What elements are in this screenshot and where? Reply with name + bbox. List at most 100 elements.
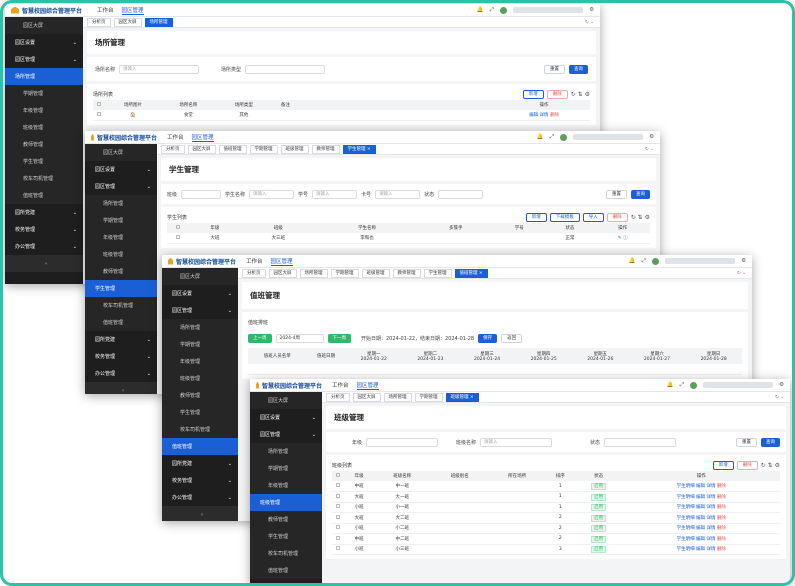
op-link[interactable]: 学生明细 [676,505,695,511]
bell-icon[interactable]: 🔔 [628,258,636,264]
add-button[interactable]: 新增 [712,460,734,470]
op-link[interactable]: 删除 [716,494,726,500]
refresh-icon[interactable]: ↻ ⌄ [645,146,654,152]
sidebar-item[interactable]: 班级管理 [250,494,322,511]
gear-icon[interactable]: ⚙ [741,258,746,264]
sidebar-item[interactable]: 教师管理 [162,387,238,404]
tab[interactable]: 学生管理 [423,268,452,278]
checkbox[interactable] [336,525,341,530]
sidebar-item[interactable]: « [5,255,83,272]
tab[interactable]: 值班管理 × [454,268,488,278]
sidebar-item[interactable]: 班级管理 [5,119,83,136]
bell-icon[interactable]: 🔔 [476,7,484,13]
tab[interactable]: 园区大屏 [268,268,297,278]
status-select[interactable] [604,437,677,447]
sidebar-item[interactable]: 校务管理 ⌄ [85,348,157,365]
tab[interactable]: 园区大屏 [187,144,216,154]
sidebar-item[interactable]: 场所管理 [250,443,322,460]
tab[interactable]: 班级管理 × [445,392,479,402]
grade-select[interactable] [366,437,439,447]
op-link[interactable]: 详情 [706,536,716,542]
checkbox[interactable] [336,546,341,551]
class-select[interactable] [181,189,222,199]
sidebar-item[interactable]: 园区大屏 [162,268,238,285]
avatar[interactable] [652,257,660,265]
op-link[interactable]: 删除 [716,484,726,489]
sidebar-item[interactable]: 校车司机管理 [85,297,157,314]
app-logo[interactable]: 智慧校园综合管理平台 [162,257,236,266]
refresh-icon[interactable]: ↻ ⌄ [585,19,594,25]
query-button[interactable]: 查询 [631,189,650,199]
op-link[interactable]: 编辑 [696,536,706,542]
table-cell[interactable] [628,364,686,375]
sidebar-item[interactable]: 办公管理 ⌄ [162,489,238,506]
op-link[interactable]: 学生明细 [676,515,695,521]
op-link[interactable]: 删除 [716,515,726,521]
avatar[interactable] [500,6,508,14]
sidebar-item[interactable]: 学期管理 [85,212,157,229]
op-link[interactable]: 详情 [706,484,716,489]
reset-button[interactable]: 重置 [544,64,565,74]
tab[interactable]: 教师管理 [311,144,340,154]
fullscreen-icon[interactable]: ⤢ [679,381,685,388]
tab[interactable]: 分析页 [326,392,350,402]
status-select[interactable] [438,189,484,199]
tab[interactable]: 学期管理 [414,392,443,402]
delete-button[interactable]: 删除 [546,89,568,99]
op-link[interactable]: 学生明细 [676,536,695,542]
sidebar-item[interactable]: 场所管理 [162,319,238,336]
tab[interactable]: 教师管理 [392,268,421,278]
op-link[interactable]: 详情 [706,515,716,521]
query-button[interactable]: 查询 [761,437,780,447]
sidebar-item[interactable]: 校务管理 ⌄ [5,221,83,238]
download-template-button[interactable]: 下载模板 [549,212,580,222]
gear-icon[interactable]: ⚙ [589,7,594,13]
sidebar-item[interactable]: 学期管理 [162,336,238,353]
op-link[interactable]: 删除 [716,536,726,542]
sidebar-item[interactable]: 校车司机管理 [162,421,238,438]
sidebar-item[interactable]: 年级管理 [162,353,238,370]
sidebar-item[interactable]: 园区设置 ⌄ [5,34,83,51]
refresh-icon[interactable]: ↻ ⇅ ⚙ [760,461,780,469]
nav-workbench[interactable]: 工作台 [332,383,349,389]
tab-analysis[interactable]: 分析页 [87,17,111,27]
sidebar-item[interactable]: 值班管理 [250,562,322,579]
sidebar-item[interactable]: 年级管理 [5,102,83,119]
table-cell[interactable] [306,364,346,375]
tab[interactable]: 值班管理 [218,144,247,154]
tab[interactable]: 场所管理 [383,392,412,402]
sidebar-item[interactable]: 教师管理 [85,263,157,280]
week-picker[interactable]: 2024-4周 [275,333,324,343]
sidebar-item[interactable]: 场所管理 [5,68,83,85]
nav-park[interactable]: 园区管理 [121,7,144,15]
table-cell[interactable] [345,364,403,375]
nav-park[interactable]: 园区管理 [270,258,293,266]
sidebar-item[interactable]: 校车司机管理 [250,545,322,562]
sidebar-item[interactable]: 学期管理 [5,85,83,102]
app-logo[interactable]: 智慧校园综合管理平台 [85,133,157,142]
op-link[interactable]: 学生明细 [676,494,695,500]
sidebar-item[interactable]: 学生管理 [162,404,238,421]
sidebar-item[interactable]: 场所管理 [85,195,157,212]
prev-week-button[interactable]: 上一周 [248,333,272,343]
table-cell[interactable] [248,364,307,375]
gear-icon[interactable]: ⚙ [779,382,784,388]
checkbox-cell[interactable] [332,523,345,534]
tab-screen[interactable]: 园区大屏 [113,17,142,27]
avatar[interactable] [560,133,568,141]
op-link[interactable]: 编辑 [696,547,706,553]
sidebar-item[interactable]: 园区设置 ⌄ [162,285,238,302]
back-button[interactable]: 返回 [501,333,523,343]
checkbox[interactable] [336,514,341,519]
save-button[interactable]: 保存 [478,333,498,343]
sidebar-item[interactable]: 班级管理 [162,370,238,387]
fullscreen-icon[interactable]: ⤢ [549,133,555,140]
op-link[interactable]: 详情 [706,505,716,511]
sidebar-item[interactable]: 学生管理 [250,528,322,545]
table-cell[interactable] [685,364,742,375]
sidebar-item[interactable]: 园区大屏 [85,144,157,161]
checkbox-cell[interactable] [332,544,345,555]
sidebar-item[interactable]: 值班管理 [162,438,238,455]
checkbox[interactable] [336,535,341,540]
table-cell[interactable] [402,364,459,375]
